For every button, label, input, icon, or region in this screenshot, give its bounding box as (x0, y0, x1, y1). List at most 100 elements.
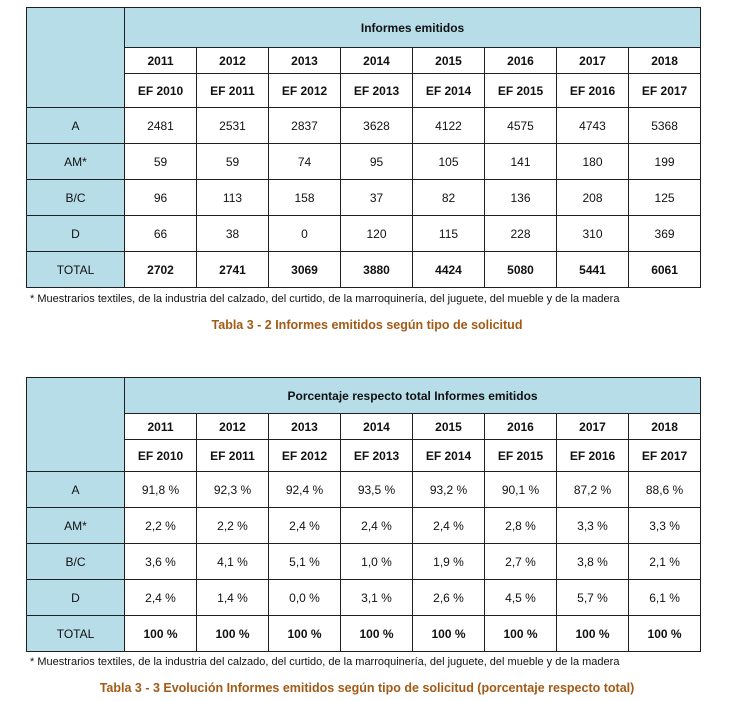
value-cell: 2481 (124, 107, 197, 144)
total-cell: 5441 (556, 251, 629, 288)
year-cell: 2014 (340, 47, 413, 74)
value-cell: 2837 (268, 107, 341, 144)
row-label: A (26, 107, 125, 144)
ef-cell: EF 2011 (196, 73, 269, 108)
value-cell: 93,5 % (340, 471, 413, 508)
total-cell: 100 % (412, 615, 485, 652)
table-caption: Tabla 3 - 3 Evolución Informes emitidos … (99, 681, 635, 695)
table-footnote: * Muestrarios textiles, de la industria … (30, 293, 620, 305)
porcentaje-table: Porcentaje respecto total Informes emiti… (26, 377, 702, 652)
table-row: D 2,4 % 1,4 % 0,0 % 3,1 % 2,6 % 4,5 % 5,… (26, 579, 702, 616)
table-row: A 2481 2531 2837 3628 4122 4575 4743 536… (26, 107, 702, 144)
value-cell: 120 (340, 215, 413, 252)
ef-cell: EF 2013 (340, 73, 413, 108)
ef-cell: EF 2010 (124, 73, 197, 108)
row-label: TOTAL (26, 251, 125, 288)
value-cell: 3,3 % (627, 507, 702, 544)
ef-row: EF 2010 EF 2011 EF 2012 EF 2013 EF 2014 … (27, 73, 702, 108)
value-cell: 82 (412, 179, 485, 216)
year-cell: 2012 (196, 413, 269, 440)
value-cell: 1,0 % (340, 543, 413, 580)
value-cell: 3,1 % (340, 579, 413, 616)
value-cell: 92,4 % (268, 471, 341, 508)
row-label: A (26, 471, 125, 508)
total-cell: 100 % (340, 615, 413, 652)
row-label: AM* (26, 143, 125, 180)
value-cell: 2,4 % (340, 507, 413, 544)
value-cell: 2,1 % (627, 543, 702, 580)
table-row-total: TOTAL 100 % 100 % 100 % 100 % 100 % 100 … (26, 615, 702, 652)
year-cell: 2011 (124, 413, 197, 440)
value-cell: 59 (196, 143, 269, 180)
value-cell: 1,4 % (196, 579, 269, 616)
value-cell: 74 (268, 143, 341, 180)
year-row: 2011 2012 2013 2014 2015 2016 2017 2018 (27, 47, 702, 74)
value-cell: 2,2 % (196, 507, 269, 544)
ef-cell: EF 2014 (412, 439, 485, 472)
table-footnote: * Muestrarios textiles, de la industria … (30, 656, 620, 668)
table-row-total: TOTAL 2702 2741 3069 3880 4424 5080 5441… (26, 251, 702, 288)
value-cell: 369 (627, 215, 702, 252)
value-cell: 2,8 % (484, 507, 557, 544)
value-cell: 115 (412, 215, 485, 252)
ef-row: EF 2010 EF 2011 EF 2012 EF 2013 EF 2014 … (27, 439, 702, 472)
value-cell: 199 (627, 143, 702, 180)
value-cell: 3,8 % (556, 543, 629, 580)
row-label: B/C (26, 179, 125, 216)
value-cell: 93,2 % (412, 471, 485, 508)
value-cell: 208 (556, 179, 629, 216)
value-cell: 95 (340, 143, 413, 180)
value-cell: 2531 (196, 107, 269, 144)
value-cell: 2,2 % (124, 507, 197, 544)
value-cell: 158 (268, 179, 341, 216)
ef-cell: EF 2016 (556, 73, 629, 108)
value-cell: 37 (340, 179, 413, 216)
ef-cell: EF 2011 (196, 439, 269, 472)
value-cell: 4,5 % (484, 579, 557, 616)
ef-cell: EF 2015 (484, 73, 557, 108)
value-cell: 66 (124, 215, 197, 252)
year-cell: 2016 (484, 413, 557, 440)
ef-cell: EF 2012 (268, 73, 341, 108)
value-cell: 5,7 % (556, 579, 629, 616)
table-row: A 91,8 % 92,3 % 92,4 % 93,5 % 93,2 % 90,… (26, 471, 702, 508)
table-row: B/C 3,6 % 4,1 % 5,1 % 1,0 % 1,9 % 2,7 % … (26, 543, 702, 580)
value-cell: 2,7 % (484, 543, 557, 580)
value-cell: 3,6 % (124, 543, 197, 580)
value-cell: 1,9 % (412, 543, 485, 580)
value-cell: 310 (556, 215, 629, 252)
year-cell: 2012 (196, 47, 269, 74)
year-cell: 2014 (340, 413, 413, 440)
ef-cell: EF 2010 (124, 439, 197, 472)
total-cell: 2741 (196, 251, 269, 288)
row-label: D (26, 215, 125, 252)
value-cell: 0,0 % (268, 579, 341, 616)
value-cell: 125 (627, 179, 702, 216)
table-header: Informes emitidos (123, 7, 702, 48)
value-cell: 90,1 % (484, 471, 557, 508)
value-cell: 5368 (627, 107, 702, 144)
informes-emitidos-table: Informes emitidos 2011 2012 2013 2014 20… (26, 7, 702, 288)
total-cell: 100 % (196, 615, 269, 652)
value-cell: 6,1 % (627, 579, 702, 616)
value-cell: 4575 (484, 107, 557, 144)
value-cell: 91,8 % (124, 471, 197, 508)
year-cell: 2015 (412, 47, 485, 74)
year-cell: 2018 (627, 413, 702, 440)
total-cell: 100 % (268, 615, 341, 652)
value-cell: 4,1 % (196, 543, 269, 580)
table-row: AM* 59 59 74 95 105 141 180 199 (26, 143, 702, 180)
row-label: B/C (26, 543, 125, 580)
total-cell: 100 % (556, 615, 629, 652)
value-cell: 180 (556, 143, 629, 180)
ef-cell: EF 2016 (556, 439, 629, 472)
value-cell: 4122 (412, 107, 485, 144)
year-cell: 2018 (627, 47, 702, 74)
total-cell: 100 % (124, 615, 197, 652)
value-cell: 136 (484, 179, 557, 216)
value-cell: 105 (412, 143, 485, 180)
ef-cell: EF 2014 (412, 73, 485, 108)
value-cell: 2,6 % (412, 579, 485, 616)
value-cell: 0 (268, 215, 341, 252)
ef-cell: EF 2012 (268, 439, 341, 472)
